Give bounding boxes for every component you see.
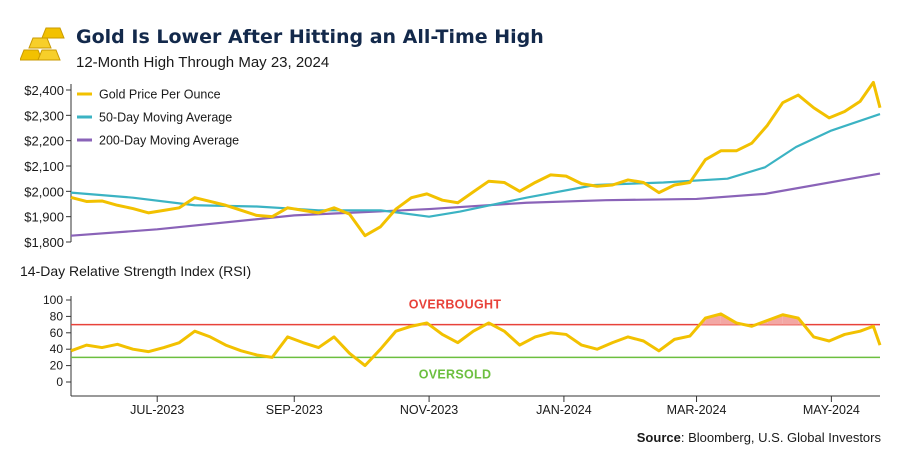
rsi-y-tick-label: 0 bbox=[56, 375, 63, 389]
source-label: Source bbox=[636, 430, 681, 445]
price-y-tick-label: $2,000 bbox=[24, 184, 64, 199]
rsi-y-tick-label: 80 bbox=[50, 309, 64, 323]
price-y-tick-label: $1,800 bbox=[24, 235, 64, 250]
chart-subtitle: 12-Month High Through May 23, 2024 bbox=[76, 54, 330, 71]
price-y-tick-label: $2,100 bbox=[24, 159, 64, 174]
source-text: : Bloomberg, U.S. Global Investors bbox=[680, 430, 881, 445]
rsi-panel-title: 14-Day Relative Strength Index (RSI) bbox=[20, 263, 251, 279]
chart-header: Gold Is Lower After Hitting an All-Time … bbox=[20, 22, 900, 72]
legend-entry: 200-Day Moving Average bbox=[99, 134, 239, 148]
rsi-y-tick-label: 100 bbox=[43, 293, 63, 307]
x-tick-label: MAR-2024 bbox=[667, 403, 727, 417]
chart-title: Gold Is Lower After Hitting an All-Time … bbox=[76, 26, 544, 48]
x-tick-label: SEP-2023 bbox=[266, 403, 323, 417]
x-tick-label: JUL-2023 bbox=[130, 403, 184, 417]
source-note: Source: Bloomberg, U.S. Global Investors bbox=[637, 430, 881, 445]
overbought-shade bbox=[705, 313, 721, 325]
rsi-y-tick-label: 40 bbox=[50, 342, 64, 356]
ma50-line bbox=[70, 113, 881, 218]
overbought-label: OVERBOUGHT bbox=[409, 298, 502, 312]
rsi-line bbox=[70, 312, 882, 368]
oversold-label: OVERSOLD bbox=[419, 367, 492, 381]
price-y-tick-label: $2,400 bbox=[24, 83, 64, 98]
price-y-tick-label: $1,900 bbox=[24, 210, 64, 225]
legend-entry: 50-Day Moving Average bbox=[99, 111, 232, 125]
ma200-line bbox=[70, 172, 881, 237]
gold-bars-icon bbox=[20, 27, 65, 61]
gold-price-line bbox=[70, 80, 882, 238]
price-panel: $1,800 $1,900 $2,000 $2,100 $2,200 $2,300 $2,4… bbox=[24, 80, 882, 250]
x-tick-label: NOV-2023 bbox=[400, 403, 458, 417]
rsi-panel: 0 20 40 60 80 100 JUL-2023 SEP-2023 NOV-2023 JAN-… bbox=[43, 293, 882, 417]
x-tick-label: JAN-2024 bbox=[536, 403, 592, 417]
overbought-shade bbox=[782, 314, 799, 325]
price-y-tick-label: $2,200 bbox=[24, 134, 64, 149]
legend-entry: Gold Price Per Ounce bbox=[99, 88, 221, 102]
rsi-y-tick-label: 60 bbox=[50, 326, 64, 340]
price-y-tick-label: $2,300 bbox=[24, 108, 64, 123]
x-tick-label: MAY-2024 bbox=[803, 403, 860, 417]
rsi-y-tick-label: 20 bbox=[50, 359, 64, 373]
